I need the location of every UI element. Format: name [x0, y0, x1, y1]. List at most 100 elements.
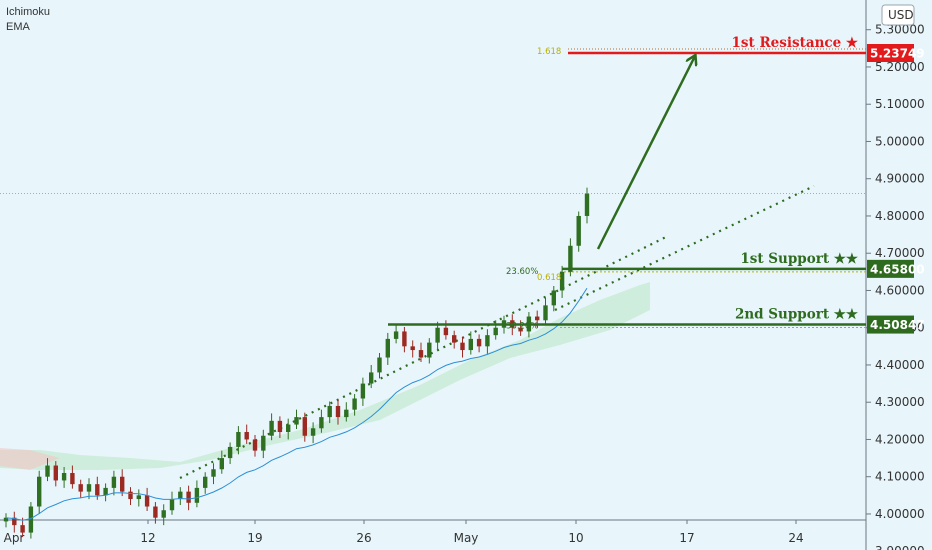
candle-body [393, 331, 399, 339]
candle-body [3, 517, 9, 522]
indicator-ichimoku[interactable]: Ichimoku [6, 6, 51, 18]
ema-line [5, 287, 588, 521]
candle-body [244, 432, 249, 440]
currency-box [881, 4, 915, 26]
fib-label: 38.20% [506, 322, 538, 332]
candle [144, 487, 150, 511]
candle [252, 434, 258, 457]
candle [261, 429, 266, 459]
support-1-label: 1st Support ★★ [740, 251, 859, 267]
candle [211, 463, 216, 485]
candle [86, 478, 92, 500]
candle-body [95, 484, 100, 496]
y-tick-label: 5.20000 [875, 60, 925, 74]
candle-body [227, 446, 233, 459]
candle [452, 330, 457, 349]
candle [153, 502, 158, 524]
x-tick-label: 26 [356, 531, 371, 545]
support-1-price-tag: 4.65800 [867, 259, 925, 278]
candle-body [335, 405, 341, 418]
candle [584, 187, 590, 224]
candle-body [103, 487, 108, 496]
candle [12, 511, 17, 533]
candle-body [493, 327, 498, 336]
candle-body [28, 506, 34, 533]
ichimoku-cloud-bullish [0, 282, 650, 470]
candle [335, 399, 341, 425]
candle [120, 469, 125, 497]
candle [518, 320, 523, 336]
candle [352, 394, 357, 416]
candle-body [53, 465, 58, 481]
candle [385, 332, 390, 365]
candle-body [377, 357, 382, 373]
candle [402, 326, 407, 353]
candle-body [485, 335, 490, 347]
support-2-price-tag: 4.50847 [867, 315, 925, 334]
candle-body [518, 327, 523, 332]
candle-body [236, 432, 241, 447]
candle-body [186, 491, 191, 503]
candle-body [410, 346, 415, 351]
candle-body [178, 491, 183, 500]
candle-body [435, 327, 440, 343]
candle [103, 483, 108, 502]
candle-body [286, 424, 291, 433]
y-tick-label: 4.60000 [875, 283, 925, 297]
support-2-label: 2nd Support ★★ [735, 307, 859, 323]
candle [377, 353, 382, 379]
price-tag-box [867, 44, 914, 62]
candle [78, 479, 83, 498]
candle-body [61, 472, 67, 481]
candle [435, 321, 440, 351]
candle-body [352, 398, 357, 410]
candle [169, 491, 175, 515]
candle-body [543, 305, 548, 321]
candle [28, 502, 34, 539]
candle-body [252, 439, 258, 451]
y-tick-label: 4.40000 [875, 358, 925, 372]
candle-body [402, 331, 407, 347]
candle-body [385, 338, 390, 358]
candle [319, 409, 324, 433]
y-tick-label: 4.20000 [875, 432, 925, 446]
candle-body [468, 338, 473, 351]
candle [37, 470, 42, 514]
candle-body [136, 495, 141, 500]
candle [45, 458, 50, 482]
candle-body [327, 405, 332, 418]
candle-body [576, 215, 581, 246]
currency-label: USD [888, 8, 914, 22]
candle-body [203, 476, 208, 488]
candle [369, 364, 374, 389]
candle [136, 489, 141, 507]
candle [476, 334, 482, 353]
candle-body [302, 417, 307, 436]
y-tick-label: 4.90000 [875, 172, 925, 186]
candle-body [169, 499, 175, 511]
candle [161, 504, 166, 526]
candle [485, 329, 490, 354]
candle-body [12, 517, 17, 526]
candle [310, 422, 316, 444]
candle [286, 418, 291, 440]
ichimoku-cloud-bearish [0, 448, 60, 470]
indicator-ema[interactable]: EMA [6, 21, 30, 33]
candle-body [476, 338, 482, 347]
candle-body [418, 350, 424, 358]
candle [227, 442, 233, 465]
candle-body [144, 495, 150, 507]
candle-body [20, 525, 25, 533]
candle [551, 285, 556, 312]
candle-body [443, 327, 449, 336]
price-tag-label: 5.23749 [870, 47, 925, 61]
price-tag-box [867, 315, 914, 334]
x-tick-label: 24 [788, 531, 803, 545]
candle [178, 487, 183, 506]
y-tick-label: 4.70000 [875, 246, 925, 260]
trendline-upper [554, 185, 815, 311]
candle-body [535, 316, 540, 321]
candle-body [211, 469, 216, 477]
